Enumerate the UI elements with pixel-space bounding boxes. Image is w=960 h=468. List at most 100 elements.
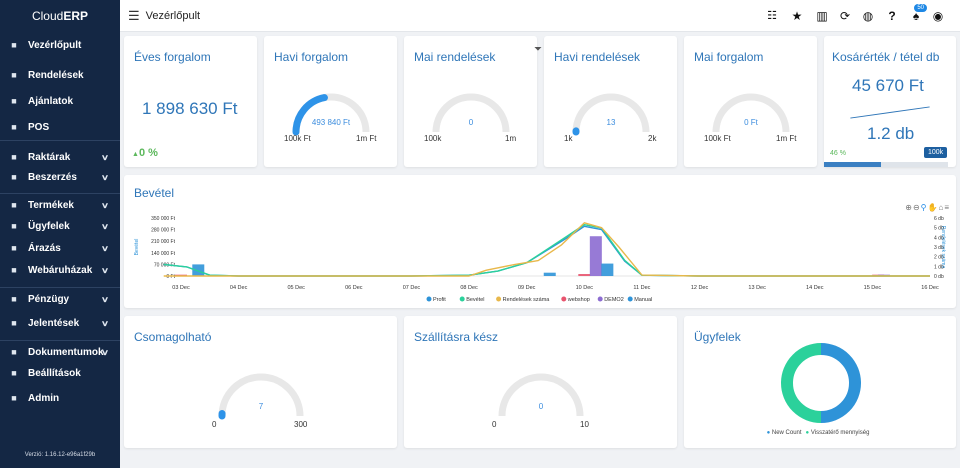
sidebar-item-13[interactable]: ■ Dokumentumok ∨ <box>0 342 120 362</box>
user-icon[interactable]: ◉ <box>932 9 944 23</box>
bar-Manual[interactable] <box>543 272 556 276</box>
bar-Manual[interactable] <box>192 264 205 276</box>
pos-icon: ■ <box>11 122 17 132</box>
sidebar-item-label: Termékek <box>28 199 74 211</box>
today-turnover-gauge <box>712 93 790 133</box>
legend-item[interactable]: Manual <box>634 297 652 303</box>
legend-item[interactable]: Bevétel <box>466 297 484 303</box>
chevron-down-icon: ∨ <box>100 318 110 328</box>
legend-item[interactable]: Profit <box>433 297 446 303</box>
today-orders-gauge <box>432 93 510 133</box>
annual-turnover-card: Éves forgalom 1 898 630 Ft ▲0 % <box>124 36 257 167</box>
basket-items: 1.2 db <box>867 124 915 143</box>
x-tick-label: 09 Dec <box>518 285 536 291</box>
legend-marker[interactable] <box>597 296 603 302</box>
sidebar-item-10[interactable]: ■ Webáruházak ∨ <box>0 260 120 280</box>
monthly-orders-card: ⏷ Havi rendelések 13 1k 2k <box>534 36 677 167</box>
sidebar-item-label: Raktárak <box>28 151 71 163</box>
line-Profit[interactable] <box>163 225 930 277</box>
sidebar-item-11[interactable]: ■ Pénzügy ∨ <box>0 289 120 309</box>
chart-toolbar: ⊕⊖⚲✋⌂≡ <box>905 203 950 212</box>
x-tick-label: 08 Dec <box>460 285 478 291</box>
x-tick-label: 04 Dec <box>230 285 248 291</box>
legend-item[interactable]: ● New Count <box>767 430 802 436</box>
checklist-icon[interactable]: ☷ <box>767 10 777 22</box>
star-icon[interactable]: ★ <box>791 9 803 23</box>
legend-marker[interactable] <box>459 296 465 302</box>
sidebar-item-3[interactable]: ■ Ajánlatok <box>0 91 120 111</box>
y-tick-label: 0 Ft <box>166 274 175 280</box>
table-icon: ■ <box>11 318 17 328</box>
search-icon[interactable]: ⚲ <box>920 203 928 212</box>
card-title: Csomagolható <box>134 330 212 344</box>
card-title: Mai forgalom <box>694 50 764 64</box>
help-icon[interactable]: ? <box>888 9 896 23</box>
y2-tick-label: 5 db <box>934 226 944 232</box>
legend-label: New Count <box>771 430 802 436</box>
bar-Manual[interactable] <box>601 263 614 276</box>
chevron-down-icon: ∨ <box>100 221 110 231</box>
donut-slice[interactable] <box>781 343 822 423</box>
sidebar-divider <box>0 287 120 288</box>
sidebar-item-label: Beállítások <box>28 367 81 379</box>
legend-marker[interactable] <box>426 296 432 302</box>
card-title: Havi forgalom <box>274 50 349 64</box>
gauge-track <box>218 373 304 417</box>
sidebar-item-6[interactable]: ■ Beszerzés ∨ <box>0 167 120 187</box>
pan-icon[interactable]: ✋ <box>927 203 939 212</box>
sidebar-item-4[interactable]: ■ POS <box>0 117 120 137</box>
card-title: Kosárérték / tétel db <box>832 50 940 64</box>
chevron-down-icon: ∨ <box>100 243 110 253</box>
sync-icon[interactable]: ⟳ <box>839 9 851 23</box>
building-icon[interactable]: ▥ <box>816 9 828 23</box>
hamburger-menu-icon[interactable]: ☰ <box>128 7 140 23</box>
monthly-turnover-gauge <box>292 93 370 136</box>
sidebar-item-1[interactable]: ■ Vezérlőpult <box>0 35 120 55</box>
zoom-out-icon[interactable]: ⊖ <box>912 203 921 212</box>
line-Rendelések száma[interactable] <box>163 222 930 277</box>
zoom-in-icon[interactable]: ⊕ <box>905 203 913 212</box>
gear-icon: ■ <box>11 368 17 378</box>
bar-webshop[interactable] <box>578 274 591 276</box>
globe-icon[interactable]: ◍ <box>862 9 874 23</box>
sidebar-item-5[interactable]: ■ Raktárak ∨ <box>0 147 120 167</box>
sidebar-item-15[interactable]: ■ Admin <box>0 388 120 408</box>
basket-value-card: Kosárérték / tétel db 45 670 Ft 1.2 db 4… <box>824 36 956 167</box>
y-tick-label: 280 000 Ft <box>151 228 176 234</box>
sidebar-item-label: Admin <box>28 392 60 404</box>
legend-item[interactable]: ● Visszatérő mennyiség <box>806 430 870 436</box>
sidebar-item-label: Beszerzés <box>28 171 77 183</box>
basket-progress-track <box>824 162 948 167</box>
sidebar-item-8[interactable]: ■ Ügyfelek ∨ <box>0 216 120 236</box>
donut-slice[interactable] <box>820 343 861 423</box>
brand-logo[interactable]: CloudERP <box>31 9 89 23</box>
today-turnover-card: Mai forgalom 0 Ft 100k Ft 1m Ft <box>684 36 817 167</box>
sidebar-item-14[interactable]: ■ Beállítások <box>0 363 120 383</box>
customers-donut-chart <box>781 343 861 423</box>
legend-item[interactable]: Rendelések száma <box>503 297 551 303</box>
bar-DEMO2[interactable] <box>589 236 602 276</box>
home-icon[interactable]: ⌂ <box>938 203 945 212</box>
filter-icon[interactable]: ⏷ <box>534 44 542 55</box>
line-Bevétel[interactable] <box>163 223 930 277</box>
legend-item[interactable]: webshop <box>567 297 590 303</box>
menu-icon[interactable]: ≡ <box>944 203 950 212</box>
card-title: Éves forgalom <box>134 50 211 64</box>
up-arrow-icon: ▲ <box>132 151 139 158</box>
bell-icon[interactable]: ♠ <box>912 9 920 23</box>
sidebar-item-label: Vezérlőpult <box>28 39 82 51</box>
legend-marker[interactable] <box>627 296 633 302</box>
y-tick-label: 350 000 Ft <box>151 216 176 222</box>
donut-legend: ● New Count ● Visszatérő mennyiség <box>684 430 956 436</box>
sidebar-item-label: POS <box>28 121 50 133</box>
sidebar-item-9[interactable]: ■ Árazás ∨ <box>0 238 120 258</box>
notification-badge: 50 <box>914 4 927 12</box>
sidebar-item-12[interactable]: ■ Jelentések ∨ <box>0 313 120 333</box>
sidebar-item-7[interactable]: ■ Termékek ∨ <box>0 195 120 215</box>
legend-marker[interactable] <box>561 296 567 302</box>
legend-item[interactable]: DEMO2 <box>604 297 624 303</box>
legend-marker[interactable] <box>496 296 502 302</box>
x-tick-label: 07 Dec <box>403 285 421 291</box>
y2-tick-label: 0 db <box>934 274 944 280</box>
sidebar-item-2[interactable]: ■ Rendelések <box>0 65 120 85</box>
